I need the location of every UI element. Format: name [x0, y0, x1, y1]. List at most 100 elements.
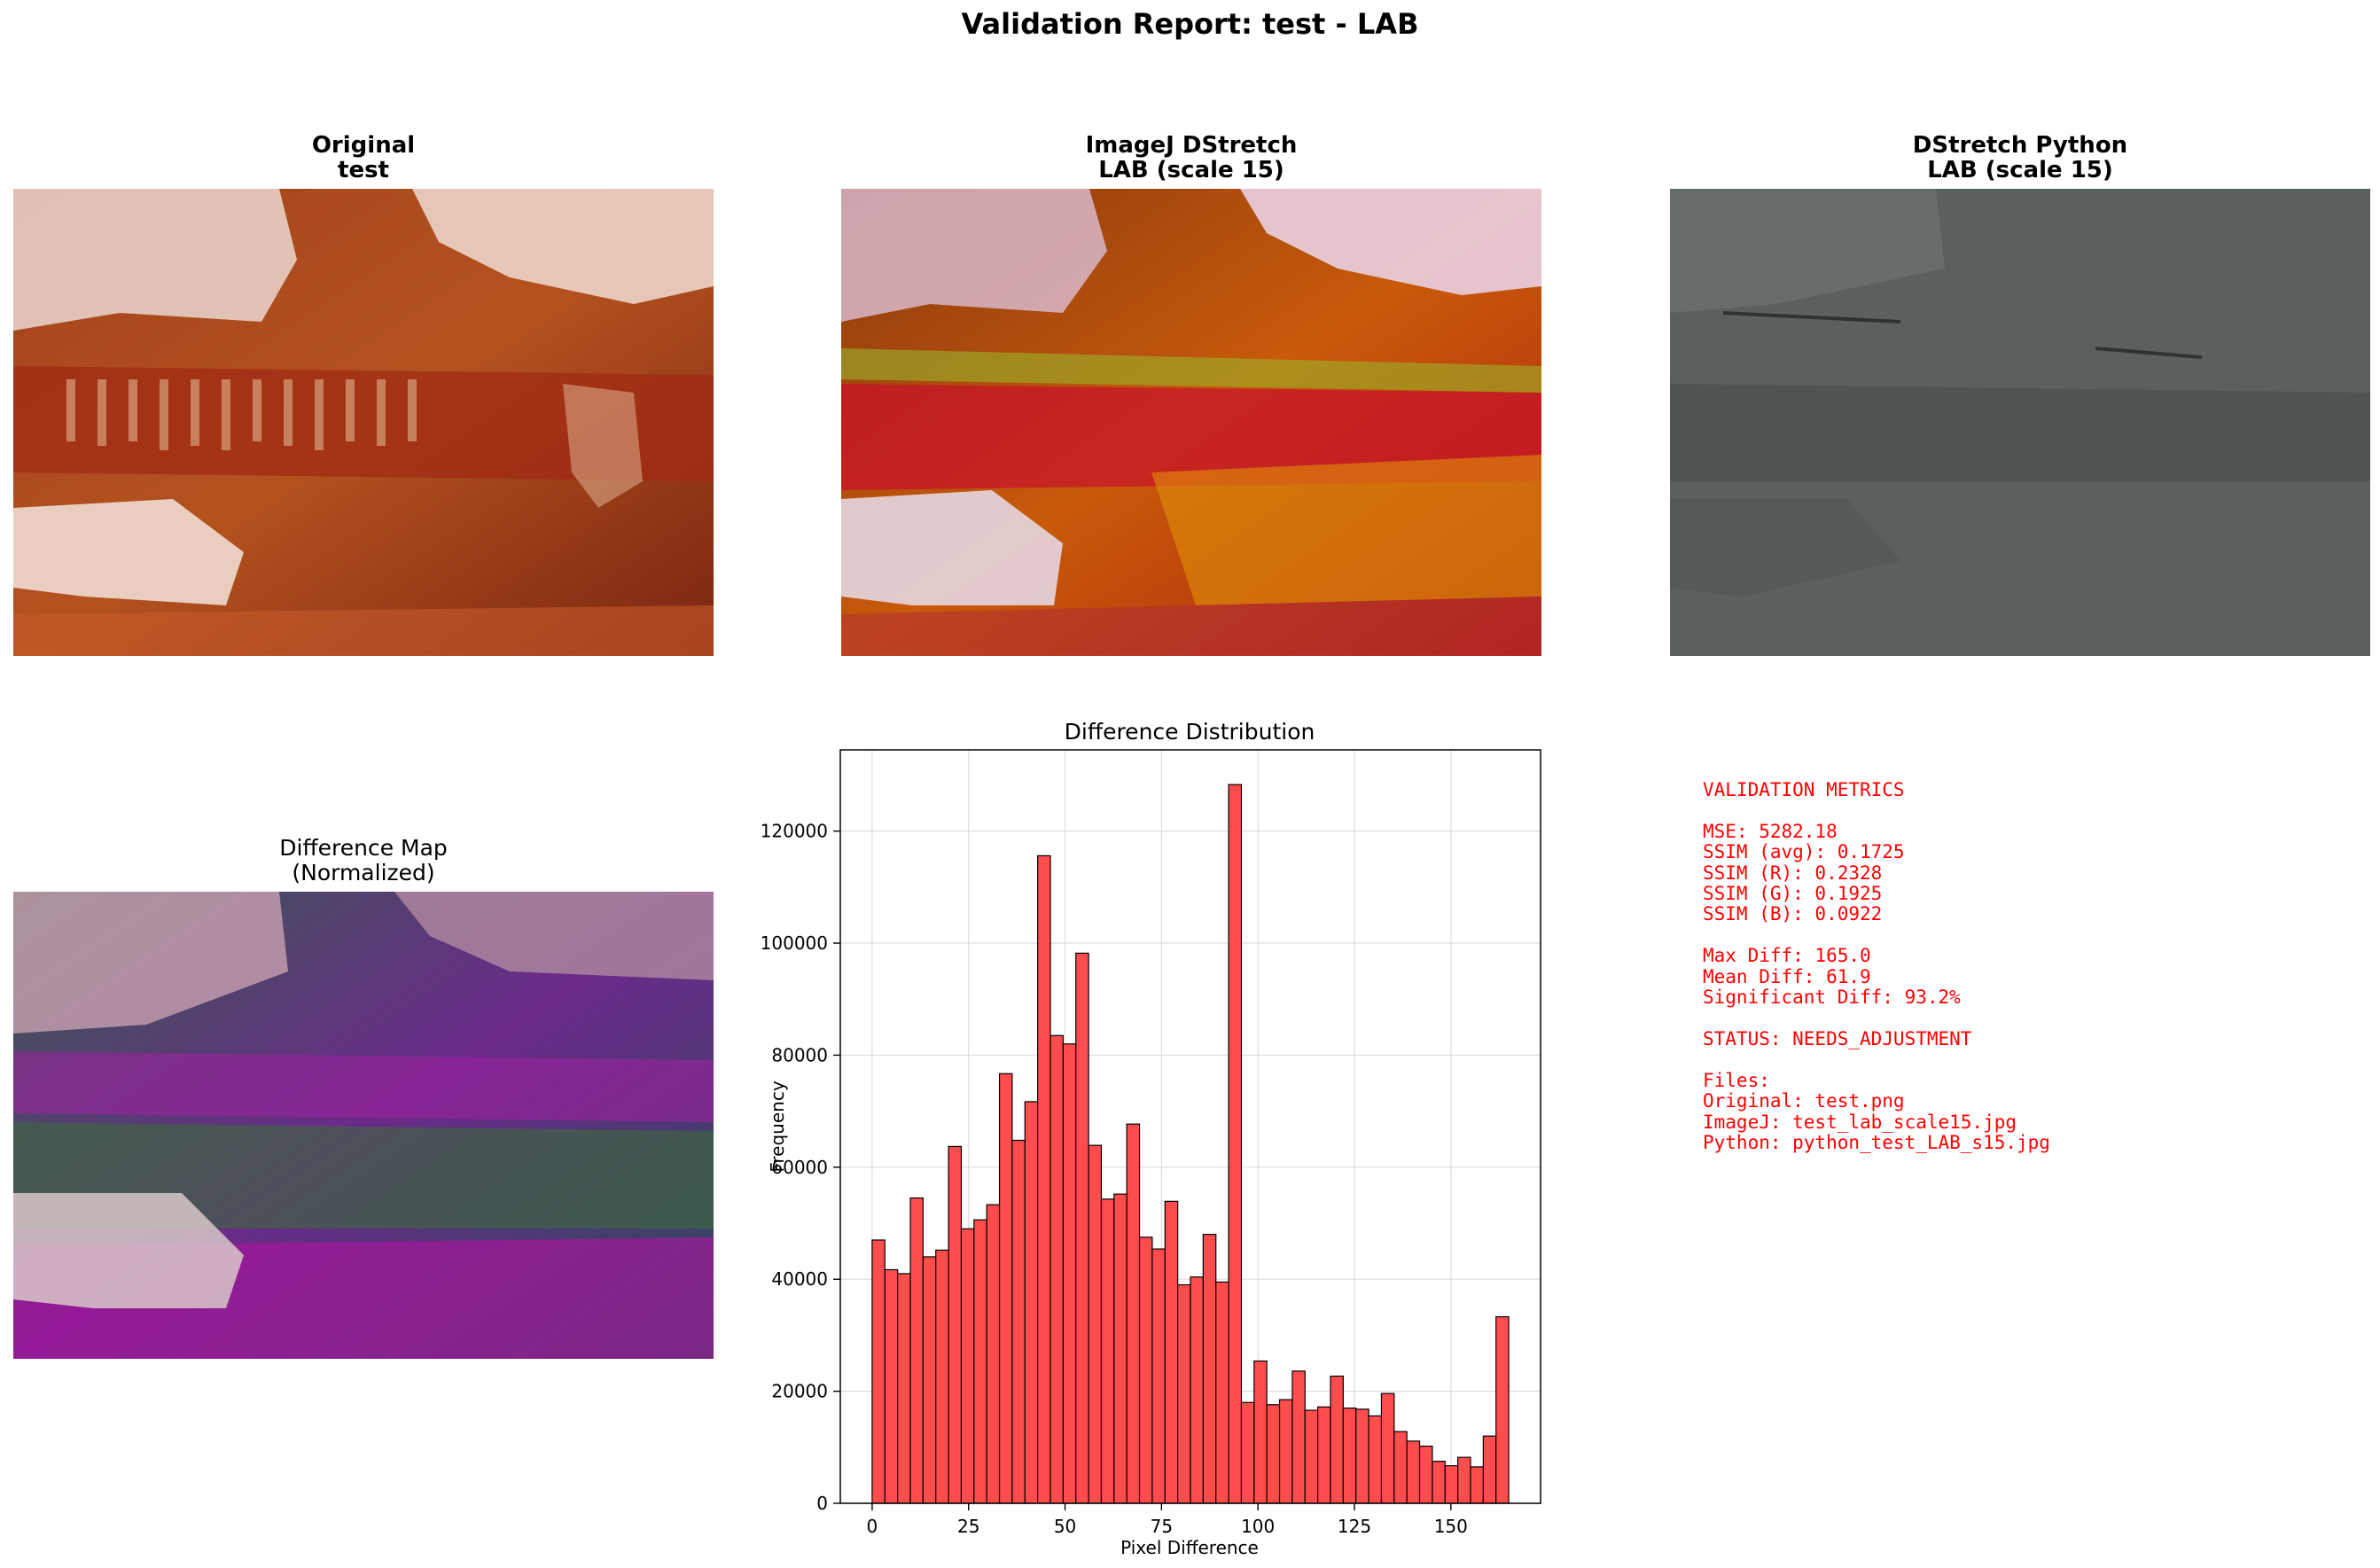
histogram-bar	[998, 1073, 1013, 1504]
x-tick-label: 0	[867, 1516, 878, 1537]
plot-frame	[839, 749, 1541, 1504]
histogram-bar	[960, 1228, 975, 1504]
metric-mean-diff: Mean Diff: 61.9	[1703, 965, 1871, 987]
histogram-bar	[909, 1197, 924, 1504]
histogram-bar	[1266, 1404, 1281, 1504]
histogram-bar	[1164, 1200, 1179, 1504]
file-original: Original: test.png	[1703, 1090, 1905, 1112]
histogram-bar	[1113, 1193, 1128, 1504]
original-image	[13, 189, 714, 656]
original-title-line1: Original	[311, 132, 416, 159]
histogram-bar	[1482, 1435, 1497, 1504]
histogram-bar	[1457, 1456, 1471, 1504]
histogram-bar	[1342, 1407, 1357, 1504]
y-tick-label: 120000	[761, 821, 828, 842]
file-imagej: ImageJ: test_lab_scale15.jpg	[1703, 1111, 2017, 1133]
diffmap-title-line2: (Normalized)	[292, 860, 435, 885]
metric-significant-diff: Significant Diff: 93.2%	[1703, 987, 1961, 1009]
histogram-bar	[1406, 1440, 1421, 1504]
histogram-bar	[1253, 1360, 1268, 1504]
x-axis-label: Pixel Difference	[1120, 1537, 1259, 1558]
histogram-bar	[1240, 1401, 1255, 1504]
original-panel-title: Original test	[13, 133, 714, 183]
histogram-bar	[948, 1145, 963, 1504]
metric-status: STATUS: NEEDS_ADJUSTMENT	[1703, 1027, 1972, 1049]
histogram-bar	[897, 1273, 911, 1504]
python-image	[1670, 189, 2370, 656]
histogram-bar	[973, 1219, 987, 1504]
x-tick-label: 75	[1151, 1516, 1173, 1537]
y-tick-label: 80000	[771, 1044, 828, 1065]
histogram-bar	[1088, 1144, 1103, 1504]
metric-ssim-g: SSIM (G): 0.1925	[1703, 883, 1883, 905]
histogram-bar	[884, 1268, 899, 1504]
file-python: Python: python_test_LAB_s15.jpg	[1703, 1131, 2050, 1153]
histogram-bar	[1202, 1234, 1217, 1504]
y-tick-label: 100000	[761, 932, 828, 954]
histogram-bar	[1151, 1248, 1166, 1504]
report-title: Validation Report: test - LAB	[961, 7, 1419, 41]
histogram-bar	[935, 1249, 949, 1504]
metric-max-diff: Max Diff: 165.0	[1703, 945, 1871, 967]
histogram-bar	[1011, 1139, 1026, 1504]
histogram-bar	[1062, 1043, 1077, 1504]
original-title-line2: test	[338, 157, 389, 183]
histogram-bar	[1304, 1409, 1319, 1504]
histogram-bar	[1317, 1406, 1331, 1504]
python-panel-title: DStretch Python LAB (scale 15)	[1670, 133, 2370, 183]
diffmap-panel-title: Difference Map (Normalized)	[13, 836, 714, 885]
histogram-bar	[1330, 1375, 1344, 1504]
chart-bars	[871, 784, 1510, 1504]
histogram-bar	[1075, 952, 1089, 1504]
histogram-bar	[1355, 1408, 1369, 1504]
histogram-bar	[986, 1204, 1001, 1504]
histogram-bar	[922, 1256, 937, 1504]
metrics-header: VALIDATION METRICS	[1703, 779, 1905, 800]
histogram-bar	[1126, 1123, 1141, 1504]
histogram-bar	[1024, 1101, 1039, 1504]
x-tick-label: 50	[1054, 1516, 1076, 1537]
difference-distribution-chart: Difference Distribution 0 25 50 75 100 125 150…	[761, 719, 1541, 1558]
histogram-bar	[1380, 1392, 1395, 1504]
histogram-bar	[1190, 1276, 1204, 1504]
x-tick-label: 150	[1434, 1516, 1468, 1537]
histogram-bar	[1228, 784, 1243, 1504]
x-tick-label: 100	[1241, 1516, 1275, 1537]
y-axis-label: Frequency	[767, 1080, 788, 1172]
y-tick-label: 40000	[771, 1268, 828, 1290]
files-header: Files:	[1703, 1069, 1770, 1091]
difference-map-image	[13, 892, 714, 1359]
histogram-bar	[1470, 1466, 1484, 1504]
histogram-bar	[1278, 1399, 1293, 1504]
metric-ssim-b: SSIM (B): 0.0922	[1703, 903, 1883, 925]
metric-ssim-avg: SSIM (avg): 0.1725	[1703, 841, 1905, 863]
histogram-bar	[1050, 1034, 1064, 1504]
histogram-bar	[1037, 854, 1051, 1504]
histogram-bar	[1418, 1445, 1433, 1504]
imagej-title-line1: ImageJ DStretch	[1085, 132, 1298, 159]
metric-mse: MSE: 5282.18	[1703, 820, 1838, 842]
histogram-bar	[1291, 1370, 1306, 1504]
x-tick-label: 125	[1338, 1516, 1371, 1537]
imagej-panel-title: ImageJ DStretch LAB (scale 15)	[841, 133, 1541, 183]
histogram-bar	[871, 1239, 886, 1504]
histogram-bar	[1444, 1465, 1459, 1504]
diffmap-title-line1: Difference Map	[279, 835, 448, 861]
histogram-bar	[1100, 1198, 1115, 1504]
histogram-bar	[1432, 1461, 1446, 1504]
metric-ssim-r: SSIM (R): 0.2328	[1703, 862, 1883, 884]
chart-ticks: 0 25 50 75 100 125 150 0 20000 40000 60000 80000 100…	[761, 821, 1468, 1537]
histogram-bar	[1138, 1236, 1153, 1504]
y-tick-label: 20000	[771, 1381, 828, 1402]
histogram-bar	[1368, 1415, 1383, 1504]
python-title-line2: LAB (scale 15)	[1927, 157, 2113, 183]
validation-metrics-text: VALIDATION METRICS MSE: 5282.18 SSIM (av…	[1703, 779, 2050, 1153]
imagej-image	[841, 189, 1541, 656]
python-title-line1: DStretch Python	[1912, 132, 2128, 159]
imagej-title-line2: LAB (scale 15)	[1098, 157, 1284, 183]
histogram-bar	[1393, 1431, 1408, 1504]
y-tick-label: 60000	[771, 1157, 828, 1178]
histogram-bar	[1177, 1283, 1191, 1504]
chart-title: Difference Distribution	[1065, 719, 1315, 745]
y-tick-label: 0	[816, 1493, 828, 1514]
